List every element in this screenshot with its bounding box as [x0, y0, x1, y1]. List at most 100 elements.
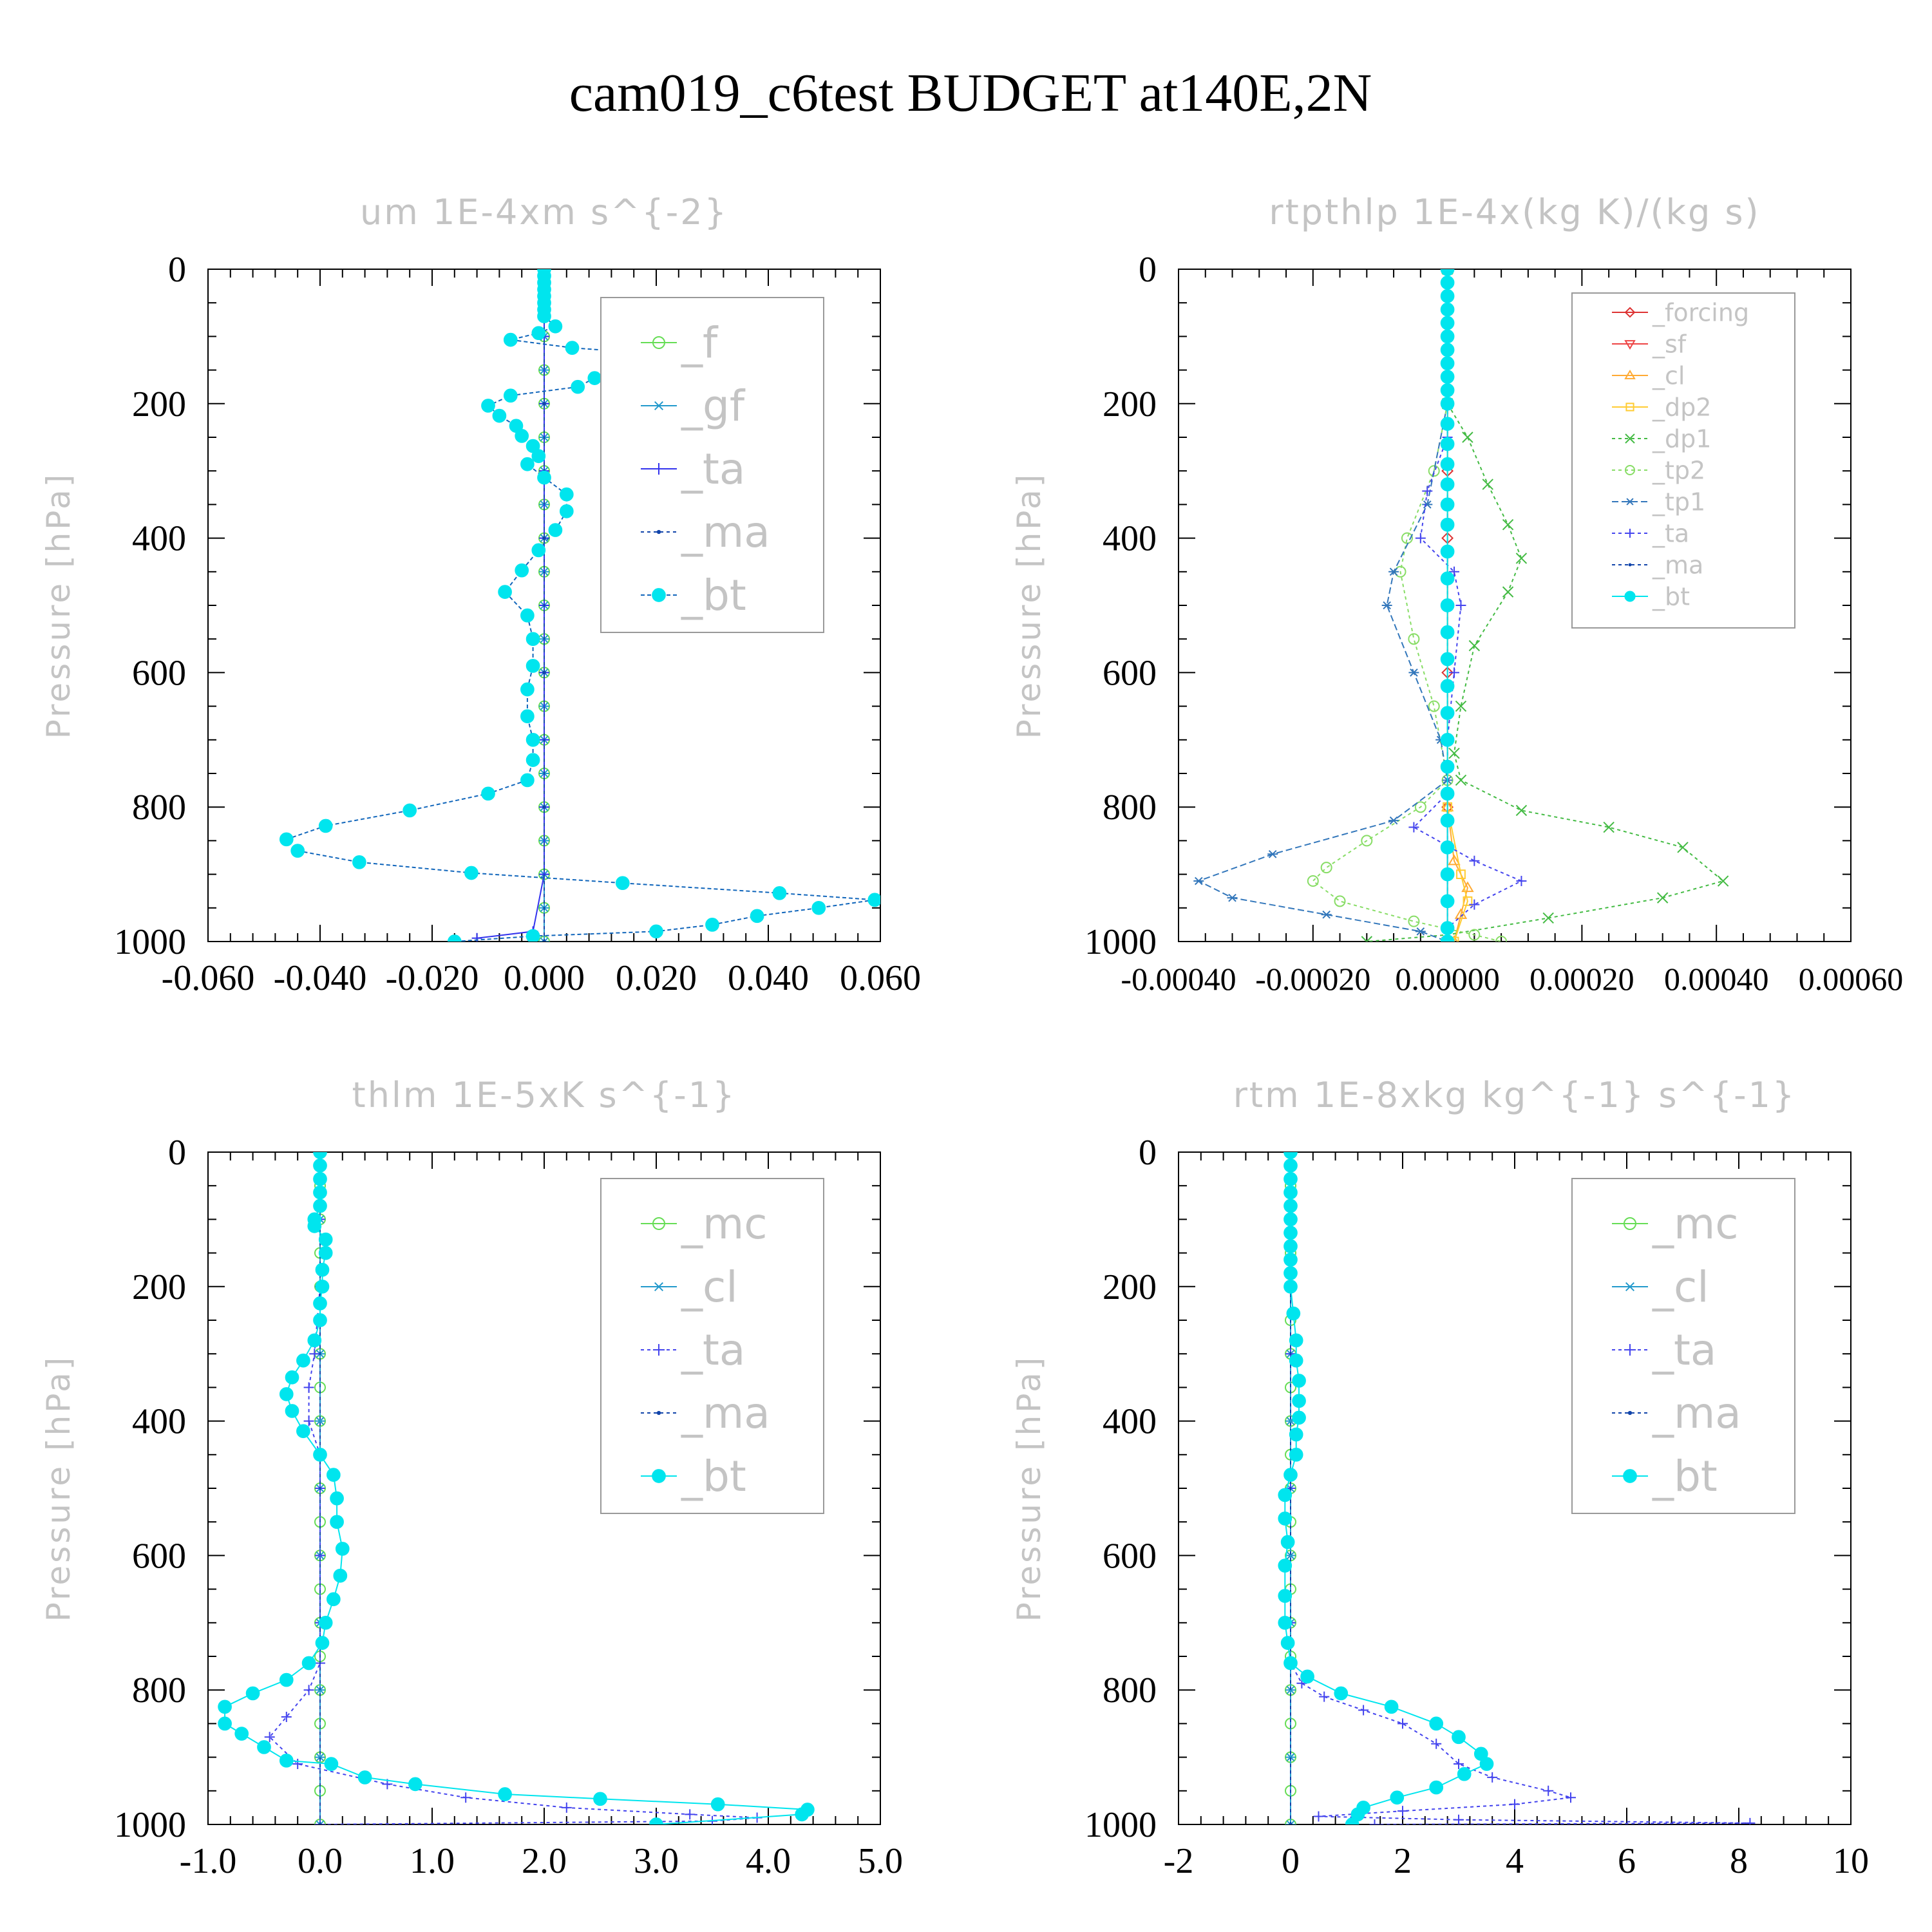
data-point-bt	[587, 371, 602, 385]
y-axis-label: Pressure [hPa]	[40, 1355, 77, 1622]
data-point-bt	[705, 918, 719, 932]
data-point-ta	[1358, 1705, 1369, 1716]
data-point-tp1	[1415, 927, 1426, 936]
legend-label: _tp2	[1652, 456, 1705, 484]
data-point-dp1	[1603, 821, 1615, 833]
legend-marker	[653, 1282, 665, 1292]
series-line-ta	[1412, 269, 1523, 942]
data-point-bt	[1289, 1333, 1303, 1348]
series-layer	[279, 269, 880, 942]
legend-marker	[1623, 1469, 1637, 1483]
data-point-ta	[1510, 1799, 1520, 1810]
data-point-bt	[307, 1333, 322, 1348]
data-point-cl	[1285, 1551, 1296, 1560]
legend-label: _mc	[681, 1199, 768, 1249]
data-point-bt	[1440, 759, 1455, 774]
x-tick-label: 0.00040	[1664, 961, 1769, 997]
data-point-bt	[1334, 1686, 1349, 1701]
data-point-bt	[1280, 1636, 1295, 1650]
series-line-tp1	[1197, 269, 1448, 942]
data-point-bt	[1283, 1226, 1298, 1240]
data-point-cl	[315, 1417, 325, 1425]
data-point-bt	[526, 929, 540, 942]
data-point-bt	[481, 786, 495, 801]
data-point-bt	[1440, 894, 1455, 909]
chart-panel-1: um 1E-4xm s^{-2} Pressure [hPa] 0 200 400 600…	[40, 192, 921, 998]
data-point-ta	[303, 1416, 314, 1426]
x-tick-label: 2	[1394, 1841, 1412, 1881]
data-point-bt	[1278, 1511, 1293, 1526]
x-tick-label: 10	[1833, 1841, 1869, 1881]
y-tick-label: 600	[1103, 1536, 1157, 1576]
y-tick-label: 400	[132, 519, 186, 559]
data-point-bt	[1440, 289, 1455, 303]
data-point-bt	[1440, 370, 1455, 384]
data-point-ta	[1566, 1792, 1576, 1803]
data-point-bt	[1440, 571, 1455, 586]
legend-label: _bt	[1652, 1452, 1718, 1501]
data-point-bt	[315, 1262, 330, 1277]
data-point-bt	[1283, 1656, 1298, 1671]
data-point-bt	[324, 1757, 339, 1771]
data-point-ta	[1422, 486, 1433, 497]
data-point-ta	[281, 1711, 292, 1722]
data-point-bt	[1390, 1790, 1405, 1805]
data-point-ma	[542, 670, 546, 675]
legend-marker	[656, 529, 661, 535]
y-tick-label: 800	[132, 788, 186, 828]
legend-marker	[652, 1469, 666, 1483]
data-point-bt	[1384, 1700, 1399, 1714]
legend-label: _ta	[681, 1325, 745, 1375]
data-point-ta	[1455, 600, 1466, 611]
data-point-bt	[301, 1656, 316, 1671]
data-point-dp1	[1462, 431, 1473, 443]
data-point-dp2	[1463, 896, 1473, 906]
data-point-bt	[1283, 1159, 1298, 1173]
x-tick-label: -1.0	[180, 1841, 237, 1881]
y-tick-label: 1000	[114, 922, 186, 962]
data-point-ma	[542, 402, 546, 406]
data-point-bt	[1457, 1766, 1472, 1781]
y-tick-label: 200	[132, 1267, 186, 1307]
data-point-bt	[1292, 1410, 1306, 1425]
data-point-bt	[296, 1353, 310, 1368]
legend-label: _ta	[1652, 519, 1689, 547]
data-point-bt	[218, 1700, 232, 1714]
data-point-bt	[218, 1716, 232, 1731]
data-point-bt	[649, 1817, 663, 1824]
data-point-ta	[1408, 822, 1419, 833]
data-point-bt	[357, 1770, 372, 1785]
data-point-bt	[1283, 1171, 1298, 1186]
y-tick-label: 1000	[114, 1805, 186, 1845]
data-point-bt	[313, 1296, 327, 1311]
data-point-bt	[1283, 1239, 1298, 1254]
data-point-ta	[1397, 1806, 1408, 1817]
series-layer	[1193, 269, 1729, 942]
panel-title: um 1E-4xm s^{-2}	[360, 192, 728, 232]
legend-box	[1571, 1178, 1795, 1514]
legend-label: _forcing	[1652, 298, 1749, 327]
data-point-dp1	[1717, 875, 1729, 887]
data-point-bt	[245, 1686, 260, 1701]
data-point-bt	[333, 1568, 348, 1583]
data-point-ta	[264, 1732, 275, 1743]
data-point-tp1	[1267, 849, 1278, 858]
data-point-bt	[335, 1542, 350, 1556]
y-tick-label: 800	[1103, 1671, 1157, 1710]
y-tick-label: 0	[168, 250, 186, 290]
panel-title: rtpthlp 1E-4x(kg K)/(kg s)	[1269, 192, 1760, 232]
data-point-ta	[1543, 1785, 1554, 1796]
data-point-tp2	[1320, 862, 1332, 874]
data-point-bt	[520, 773, 535, 788]
x-tick-label: 6	[1618, 1841, 1636, 1881]
legend-label: _ma	[1652, 551, 1703, 579]
data-point-ta	[309, 1349, 320, 1359]
x-tick-label: -0.040	[274, 958, 367, 998]
y-tick-label: 200	[1103, 1267, 1157, 1307]
legend-label: _dp1	[1652, 424, 1711, 453]
data-point-bt	[1440, 840, 1455, 855]
series-layer	[1278, 1152, 1756, 1824]
legend-marker	[1625, 498, 1634, 506]
data-point-bt	[1283, 1152, 1298, 1159]
data-point-bt	[531, 326, 546, 341]
